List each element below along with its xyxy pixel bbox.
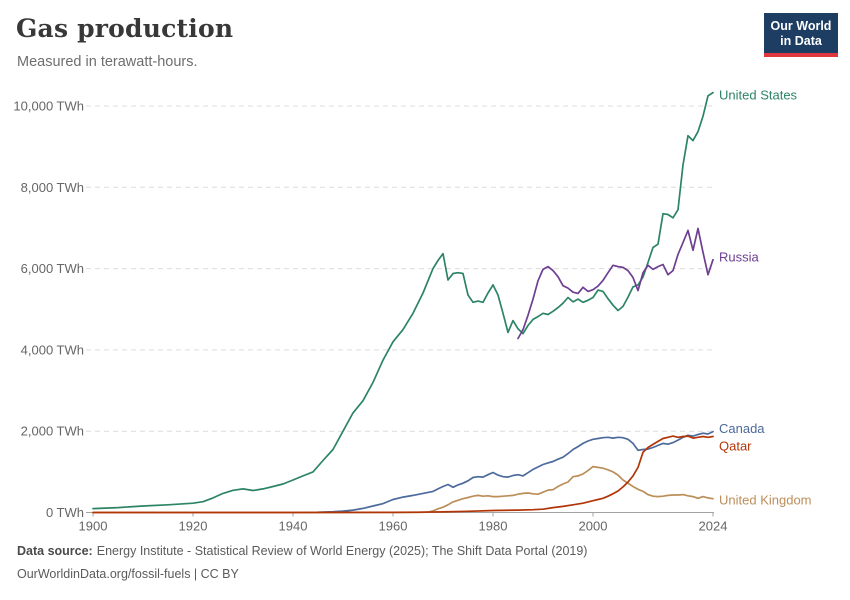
series-label-united-kingdom[interactable]: United Kingdom <box>719 492 812 507</box>
series-label-qatar[interactable]: Qatar <box>719 439 752 454</box>
line-chart: 0 TWh 2,000 TWh 4,000 TWh 6,000 TWh 8,000 TW… <box>0 80 850 545</box>
y-axis-tick-label: 4,000 TWh <box>21 342 84 357</box>
y-axis-tick-label: 8,000 TWh <box>21 180 84 195</box>
series-label-canada[interactable]: Canada <box>719 421 765 436</box>
footer-url-link[interactable]: OurWorldinData.org/fossil-fuels | CC BY <box>17 567 239 582</box>
y-axis-tick-label: 2,000 TWh <box>21 424 84 439</box>
series-line-united-kingdom[interactable] <box>92 465 714 514</box>
data-source-text: Energy Institute - Statistical Review of… <box>96 544 588 558</box>
footer-license-line: OurWorldinData.org/fossil-fuels | CC BY <box>17 566 833 582</box>
series-line-united-states[interactable] <box>92 91 714 510</box>
x-axis-tick-label: 2024 <box>699 519 728 534</box>
series-label-russia[interactable]: Russia <box>719 250 760 265</box>
y-axis-tick-label: 0 TWh <box>46 505 84 520</box>
series-line-russia[interactable] <box>517 227 714 340</box>
x-axis-tick-label: 1980 <box>479 519 508 534</box>
y-axis-tick-label: 10,000 TWh <box>13 99 84 114</box>
data-source-label: Data source: <box>17 544 93 558</box>
x-axis-tick-label: 1960 <box>379 519 408 534</box>
chart-header: Gas production Measured in terawatt-hour… <box>0 0 850 80</box>
series-label-united-states[interactable]: United States <box>719 87 798 102</box>
x-axis-tick-label: 1940 <box>279 519 308 534</box>
page-title: Gas production <box>16 14 234 43</box>
line-chart-canvas: 0 TWh 2,000 TWh 4,000 TWh 6,000 TWh 8,000 TW… <box>13 87 812 534</box>
x-axis-tick-label: 2000 <box>579 519 608 534</box>
owid-logo-line1: Our World <box>770 19 832 33</box>
owid-logo-line2: in Data <box>780 34 822 48</box>
x-axis-tick-label: 1920 <box>179 519 208 534</box>
x-axis-tick-label: 1900 <box>79 519 108 534</box>
series-line-canada[interactable] <box>317 430 714 514</box>
y-axis-tick-label: 6,000 TWh <box>21 261 84 276</box>
chart-subtitle: Measured in terawatt-hours. <box>17 54 198 70</box>
owid-logo[interactable]: Our World in Data <box>764 13 838 57</box>
series-line-qatar[interactable] <box>92 435 714 514</box>
data-source-line: Data source: Energy Institute - Statistic… <box>17 543 833 559</box>
chart-footer: Data source: Energy Institute - Statistic… <box>17 543 833 590</box>
